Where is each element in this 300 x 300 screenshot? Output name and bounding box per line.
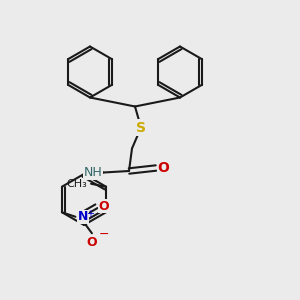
Text: −: − <box>98 228 109 241</box>
Text: +: + <box>86 209 94 219</box>
Text: O: O <box>87 236 97 249</box>
Text: N: N <box>78 210 88 223</box>
Text: NH: NH <box>83 166 102 179</box>
Text: CH₃: CH₃ <box>67 179 88 189</box>
Text: O: O <box>158 161 169 175</box>
Text: S: S <box>136 121 146 134</box>
Text: O: O <box>99 200 110 213</box>
